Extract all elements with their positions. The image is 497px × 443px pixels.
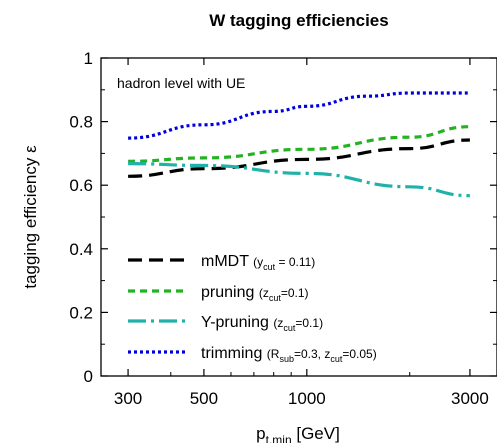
y-tick-label: 0.8 [69,113,93,132]
series-layer [128,91,470,198]
x-tick-label: 3000 [451,389,489,408]
legend-entry: trimming (Rsub=0.3, zcut=0.05) [201,345,377,364]
y-axis-ticks: 0 0.2 0.4 0.6 0.8 1 [69,49,497,386]
x-tick-label: 300 [114,389,142,408]
legend-entry: mMDT (ycut = 0.11) [201,253,315,272]
x-tick-label: 1000 [288,389,326,408]
x-axis-label-sub: t,min [266,433,292,443]
y-tick-label: 0 [84,367,93,386]
series-line-mmdt [128,138,470,178]
x-axis-label: pt,min [GeV] [256,424,340,443]
x-axis-label-main: p [256,424,265,443]
x-tick-label: 500 [190,389,218,408]
legend-entry: Y-pruning (zcut=0.1) [201,314,323,333]
series-line-trimming [128,91,470,140]
legend: mMDT (ycut = 0.11) pruning (zcut=0.1) Y-pr… [128,253,377,364]
right-edge-markers [493,89,497,345]
series-line-pruning [128,125,470,163]
legend-entry: pruning (zcut=0.1) [201,284,309,303]
y-axis-label: tagging efficiency ε [21,145,40,289]
x-axis-ticks: 300 500 1000 3000 [114,58,489,408]
y-tick-label: 1 [84,49,93,68]
x-axis-label-rest: [GeV] [292,424,340,443]
plot-annotation: hadron level with UE [117,75,245,91]
series-line-y-pruning [128,162,470,198]
y-tick-label: 0.6 [69,176,93,195]
chart-title: W tagging efficiencies [209,11,388,30]
y-tick-label: 0.2 [69,303,93,322]
y-tick-label: 0.4 [69,240,93,259]
